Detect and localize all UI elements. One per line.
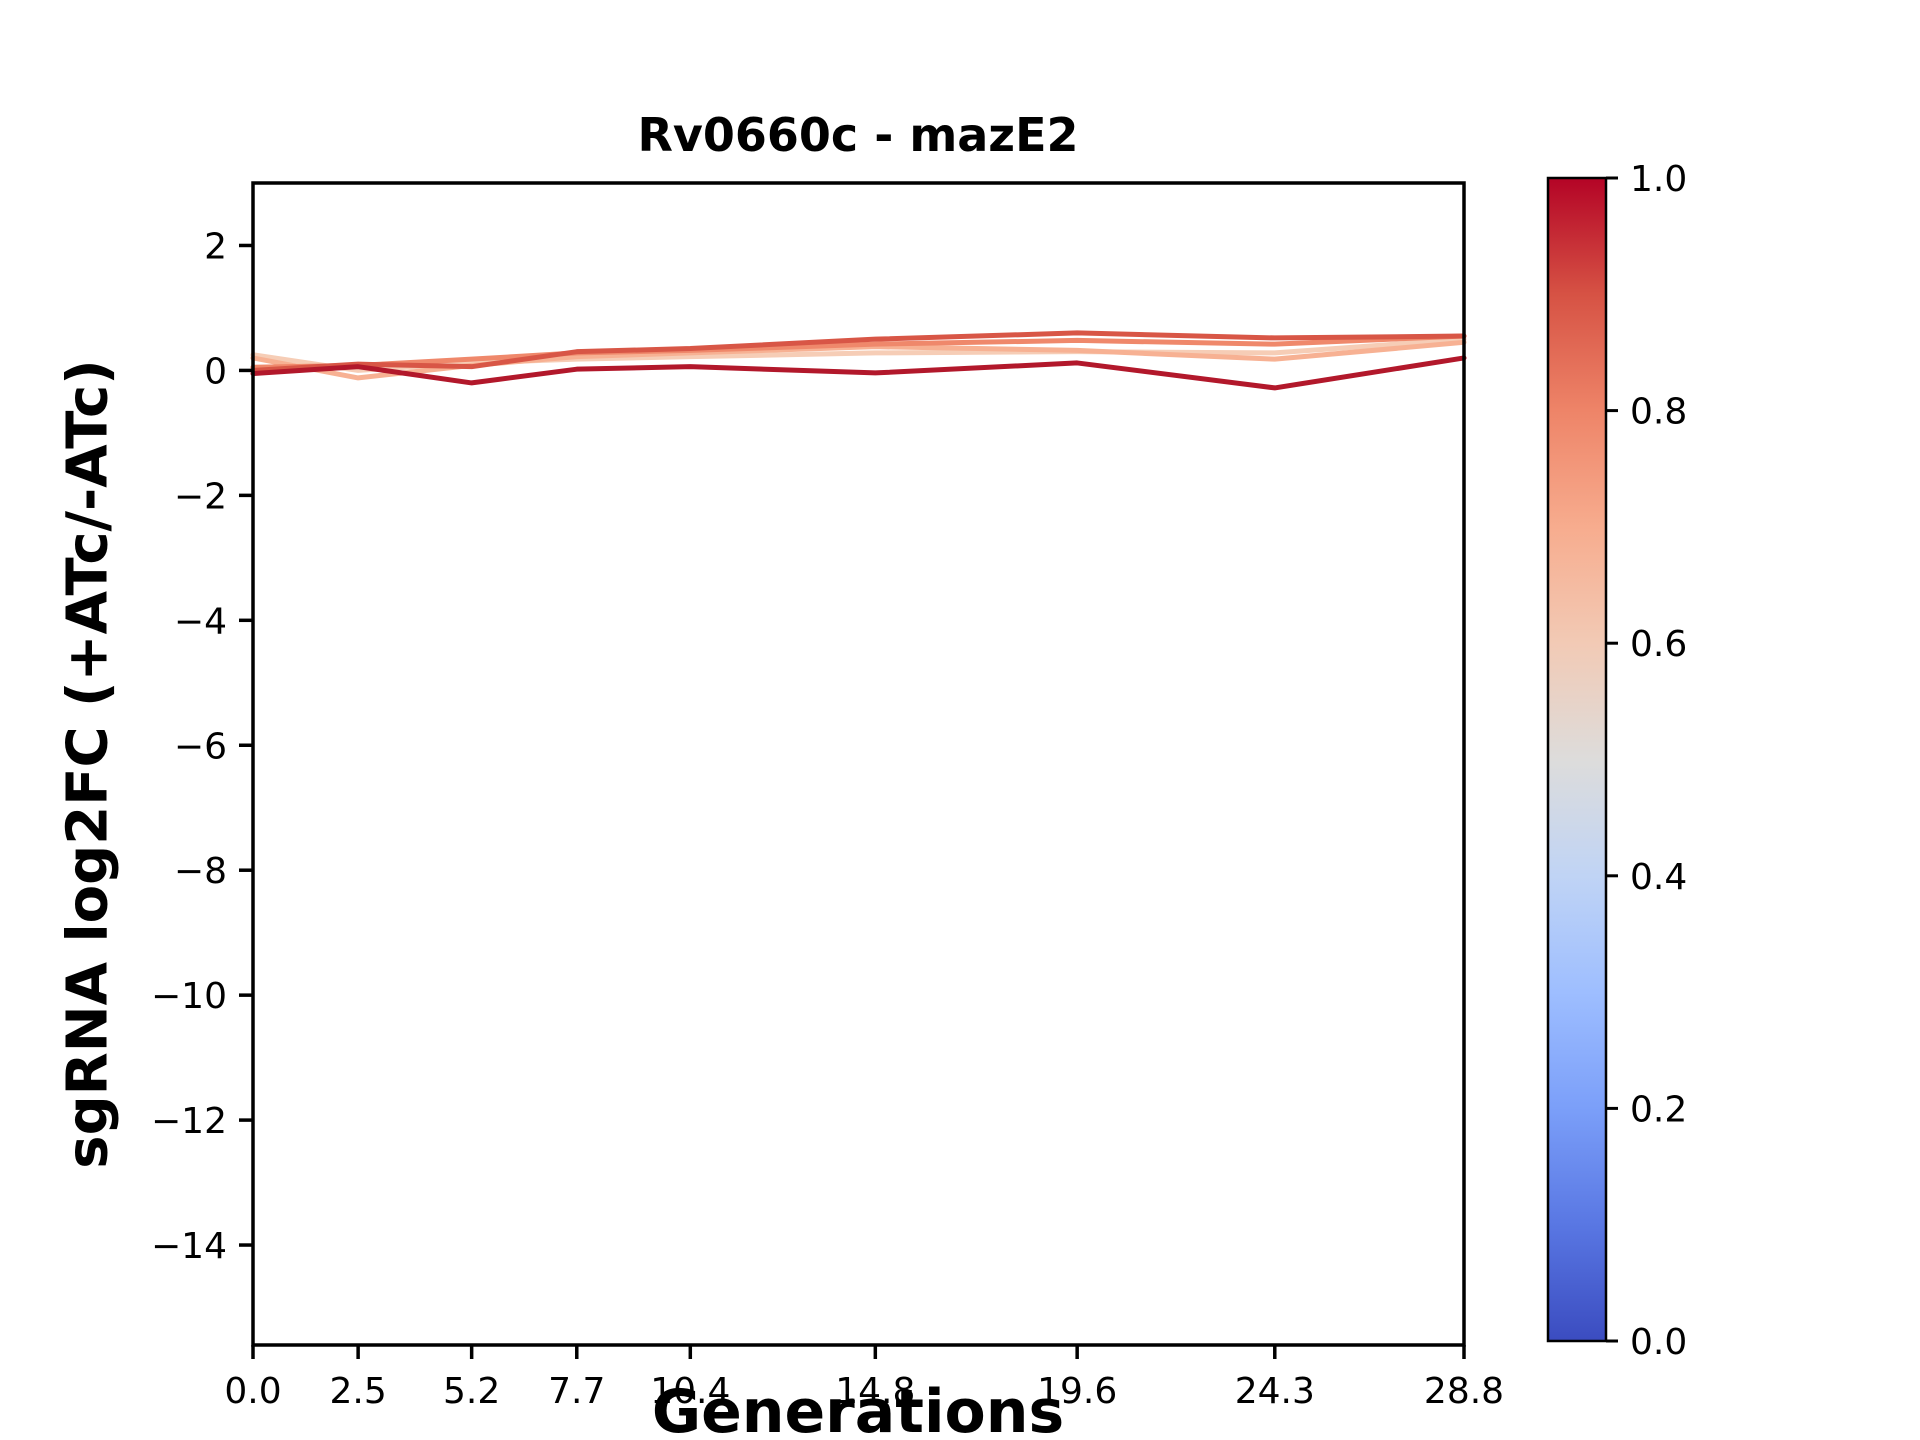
y-tick-label: −10: [151, 976, 227, 1017]
x-tick-label: 24.3: [1235, 1371, 1315, 1412]
x-axis-label: Generations: [651, 1377, 1065, 1440]
y-axis-label: sgRNA log2FC (+ATc/-ATc): [55, 359, 121, 1169]
series-line-series-5: [250, 355, 1467, 391]
x-tick-label: 5.2: [443, 1371, 500, 1412]
x-tick-label: 28.8: [1424, 1371, 1504, 1412]
x-tick-label: 19.6: [1037, 1371, 1117, 1412]
colorbar-tick-label: 0.8: [1630, 392, 1687, 433]
y-tick-label: −6: [174, 726, 227, 767]
x-tick-label: 7.7: [548, 1371, 605, 1412]
colorbar-tick-label: 0.2: [1630, 1089, 1687, 1130]
plot-border: [251, 181, 1466, 1347]
colorbar-tick-label: 1.0: [1630, 159, 1687, 200]
colorbar-tick-label: 0.4: [1630, 857, 1687, 898]
x-tick-label: 0.0: [224, 1371, 281, 1412]
y-tick-label: −4: [174, 601, 227, 642]
y-tick-label: 0: [204, 351, 227, 392]
colorbar: [1546, 176, 1608, 1343]
colorbar-tick-label: 0.6: [1630, 624, 1687, 665]
y-tick-label: −14: [151, 1226, 227, 1267]
y-tick-label: −2: [174, 476, 227, 517]
chart-title: Rv0660c - mazE2: [637, 108, 1079, 162]
y-tick-label: −12: [151, 1101, 227, 1142]
x-tick-label: 2.5: [329, 1371, 386, 1412]
y-tick-label: −8: [174, 851, 227, 892]
series-line-series-4: [250, 330, 1467, 373]
y-tick-label: 2: [204, 226, 227, 267]
x-tick-label: 14.8: [835, 1371, 915, 1412]
x-tick-label: 10.4: [650, 1371, 730, 1412]
series-line-series-1: [250, 336, 1467, 373]
colorbar-tick-label: 0.0: [1630, 1322, 1687, 1363]
